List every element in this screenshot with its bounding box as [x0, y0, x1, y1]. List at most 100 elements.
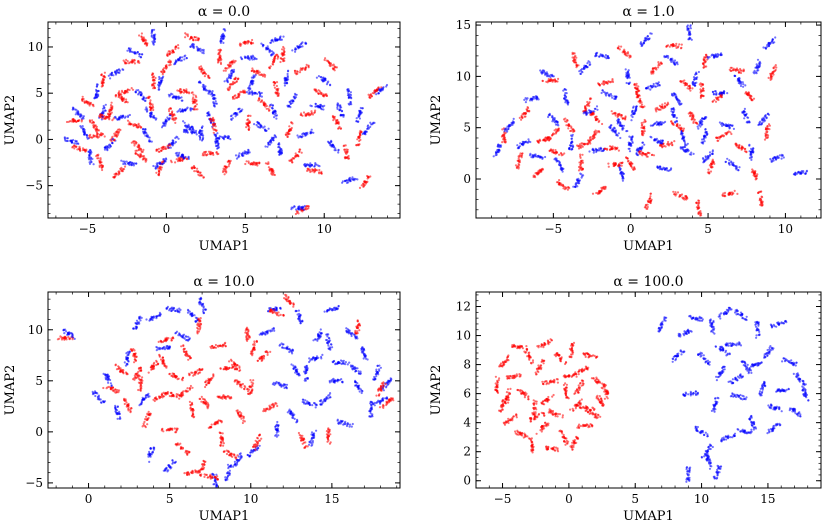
scatter-point [347, 89, 351, 92]
scatter-point [157, 88, 160, 91]
scatter-point [649, 85, 652, 88]
scatter-point [586, 66, 589, 69]
scatter-point [765, 130, 769, 134]
scatter-point [217, 146, 221, 149]
scatter-point [249, 88, 252, 91]
scatter-point [297, 47, 300, 50]
scatter-point [638, 152, 641, 155]
scatter-point [690, 151, 693, 154]
scatter-point [558, 179, 561, 182]
scatter-point [96, 132, 99, 135]
scatter-point [326, 81, 329, 84]
scatter-point [239, 56, 242, 59]
scatter-point [704, 159, 707, 162]
scatter-point [227, 165, 230, 168]
scatter-point [233, 97, 236, 100]
scatter-point [736, 192, 739, 195]
scatter-point [649, 135, 652, 138]
scatter-point [246, 122, 250, 125]
scatter-point [117, 173, 120, 176]
scatter-point [256, 125, 259, 128]
scatter-point [614, 97, 617, 100]
scatter-point [670, 43, 673, 46]
scatter-point [379, 90, 382, 93]
scatter-point [200, 67, 203, 70]
scatter-point [174, 46, 177, 49]
scatter-point [296, 72, 299, 75]
scatter-point [109, 106, 112, 109]
scatter-point [251, 93, 254, 96]
scatter-point [691, 114, 694, 117]
scatter-point [236, 78, 239, 81]
scatter-point [657, 66, 660, 69]
scatter-point [739, 80, 742, 83]
scatter-point [130, 141, 133, 144]
scatter-point [623, 48, 626, 51]
scatter-point [133, 162, 136, 165]
scatter-point [713, 55, 716, 58]
scatter-point [728, 159, 731, 162]
scatter-point [720, 96, 724, 99]
scatter-point [179, 96, 182, 100]
scatter-point [201, 85, 204, 88]
scatter-point [307, 66, 310, 69]
scatter-point [177, 137, 180, 140]
scatter-point [734, 68, 737, 71]
scatter-point [277, 92, 280, 95]
scatter-point [593, 130, 596, 133]
scatter-point [247, 92, 250, 95]
scatter-point [310, 128, 313, 131]
scatter-point [538, 138, 541, 141]
scatter-point [680, 102, 683, 105]
scatter-point [204, 150, 207, 154]
scatter-point [321, 105, 325, 108]
scatter-point [220, 40, 223, 43]
scatter-point [564, 117, 567, 120]
scatter-point [193, 108, 196, 111]
scatter-point [72, 138, 75, 142]
scatter-point [283, 57, 286, 60]
scatter-point [153, 28, 156, 31]
scatter-point [200, 174, 203, 177]
scatter-point [574, 183, 577, 186]
scatter-point [102, 81, 105, 84]
scatter-point [576, 179, 579, 182]
scatter-point [621, 161, 624, 164]
scatter-point [120, 89, 124, 92]
scatter-point [642, 152, 645, 156]
scatter-point [700, 214, 703, 217]
scatter-point [346, 94, 350, 97]
scatter-point [504, 141, 507, 144]
scatter-point [128, 88, 131, 92]
scatter-point [174, 62, 177, 65]
scatter-point [92, 135, 95, 138]
scatter-point [723, 195, 726, 198]
scatter-point [192, 93, 195, 96]
scatter-point [571, 128, 574, 131]
scatter-point [595, 191, 598, 195]
scatter-point [299, 135, 302, 138]
scatter-point [674, 63, 677, 66]
scatter-point [726, 157, 729, 160]
scatter-point [335, 66, 338, 69]
scatter-point [602, 81, 605, 84]
scatter-point [603, 185, 606, 188]
scatter-point [109, 77, 112, 80]
scatter-point [266, 47, 269, 51]
scatter-point [142, 157, 145, 160]
scatter-point [227, 159, 230, 162]
scatter-point [158, 170, 161, 173]
scatter-point [780, 157, 783, 160]
scatter-point [358, 186, 362, 189]
scatter-point [208, 114, 211, 117]
scatter-point [640, 124, 644, 127]
scatter-point [719, 53, 722, 56]
scatter-point [697, 207, 700, 210]
scatter-point [315, 163, 318, 166]
scatter-point [196, 167, 199, 170]
scatter-point [603, 91, 607, 94]
scatter-point [83, 128, 86, 131]
scatter-point [692, 117, 695, 121]
scatter-point [175, 158, 178, 161]
scatter-point [117, 95, 120, 99]
